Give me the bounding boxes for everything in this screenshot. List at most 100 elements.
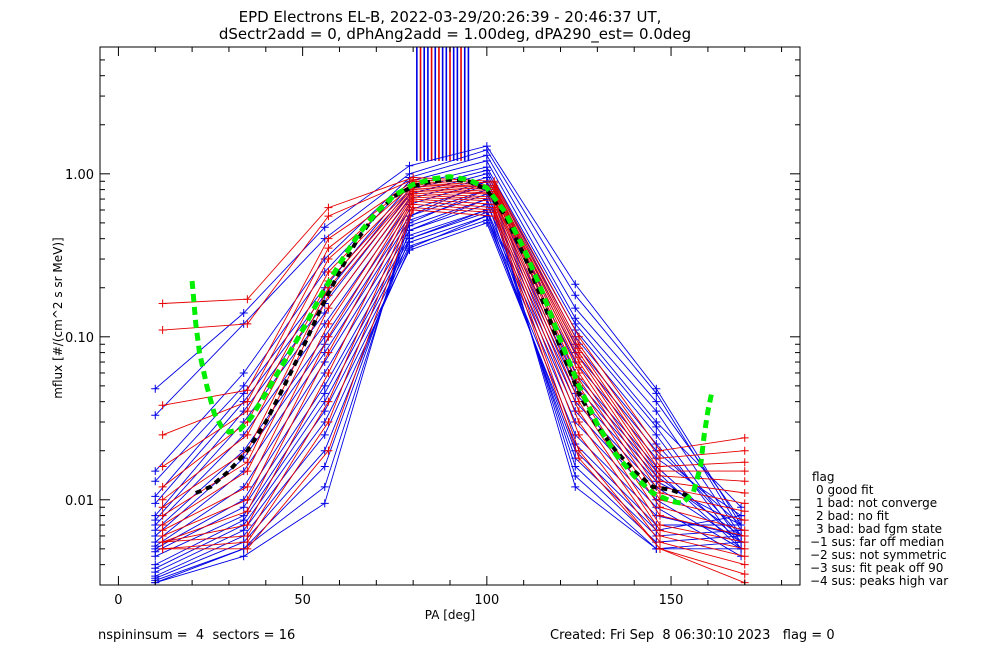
data-point-marker <box>243 507 252 516</box>
data-point-marker <box>574 407 583 416</box>
data-point-marker <box>652 407 661 416</box>
data-point-marker <box>243 430 252 439</box>
data-point-marker <box>243 295 252 304</box>
profile-line <box>162 180 745 467</box>
data-point-marker <box>151 477 160 486</box>
data-point-marker <box>324 348 333 357</box>
data-point-marker <box>324 368 333 377</box>
data-point-marker <box>158 430 167 439</box>
profile-line <box>162 203 745 566</box>
profile-line <box>162 209 745 584</box>
data-point-marker <box>652 389 661 398</box>
data-point-marker <box>574 418 583 427</box>
profile-line <box>155 215 742 566</box>
data-point-marker <box>490 212 499 221</box>
data-point-marker <box>571 280 580 289</box>
y-tick-label: 0.01 <box>65 494 94 509</box>
data-point-marker <box>656 446 664 455</box>
profile-line <box>162 187 745 504</box>
plot-axes: 0 50 100 150 0.01 0.10 1.00 <box>65 46 801 608</box>
data-point-marker <box>320 381 329 390</box>
data-point-marker <box>324 255 333 264</box>
data-point-marker <box>656 511 664 520</box>
data-point-marker <box>740 499 749 508</box>
profile-line <box>155 145 742 526</box>
data-point-marker <box>740 516 749 525</box>
data-point-marker <box>324 234 333 243</box>
data-point-marker <box>571 304 580 313</box>
data-point-marker <box>320 430 329 439</box>
data-point-marker <box>243 458 252 467</box>
data-point-marker <box>158 299 167 308</box>
data-point-marker <box>151 492 160 501</box>
data-point-marker <box>239 308 248 317</box>
data-point-marker <box>656 503 664 512</box>
data-point-marker <box>243 538 252 547</box>
legend-item: 3 bad: bad fgm state <box>816 522 942 536</box>
data-point-marker <box>571 482 580 491</box>
profile-line <box>154 149 742 531</box>
data-point-marker <box>324 418 333 427</box>
data-point-marker <box>740 489 749 498</box>
data-point-marker <box>656 454 664 463</box>
y-tick-label: 0.10 <box>65 331 94 346</box>
profile-line <box>154 160 742 537</box>
legend-item: 0 good fit <box>816 483 874 497</box>
peak-markers <box>416 47 470 161</box>
data-point-marker <box>574 430 583 439</box>
data-point-marker <box>740 560 749 569</box>
profile-line <box>162 200 745 557</box>
data-point-marker <box>243 407 252 416</box>
data-point-marker <box>324 397 333 406</box>
data-point-marker <box>158 538 167 547</box>
data-point-marker <box>158 401 167 410</box>
data-point-marker <box>239 368 248 377</box>
data-point-marker <box>740 552 749 561</box>
legend-item: −2 sus: not symmetric <box>810 548 947 562</box>
data-point-marker <box>158 462 167 471</box>
data-point-marker <box>243 495 252 504</box>
red-profiles <box>158 173 749 585</box>
profile-line <box>155 203 742 550</box>
data-point-marker <box>737 503 746 512</box>
x-tick-label: 100 <box>474 593 499 608</box>
profile-line <box>162 179 745 459</box>
median-fit-curve <box>195 177 691 499</box>
data-point-marker <box>324 212 333 221</box>
y-tick-label: 1.00 <box>65 168 94 183</box>
data-point-marker <box>243 482 252 491</box>
flag-legend: flag 0 good fit 1 bad: not converge 2 ba… <box>810 470 948 588</box>
data-point-marker <box>324 203 333 212</box>
x-axis-label: PA [deg] <box>425 608 475 622</box>
legend-item: −3 sus: fit peak off 90 <box>810 561 943 575</box>
x-tick-label: 150 <box>659 593 684 608</box>
legend-item: −1 sus: far off median <box>810 535 944 549</box>
profile-line <box>162 196 745 543</box>
data-point-marker <box>740 458 749 467</box>
data-point-marker <box>243 544 252 553</box>
data-point-marker <box>239 503 248 512</box>
data-point-marker <box>571 291 580 300</box>
data-point-marker <box>574 332 583 341</box>
data-point-marker <box>740 477 749 486</box>
data-point-marker <box>151 467 160 476</box>
profile-line <box>154 154 742 521</box>
data-point-marker <box>158 503 167 512</box>
data-point-marker <box>740 570 749 579</box>
data-point-marker <box>324 244 333 253</box>
data-point-marker <box>740 446 749 455</box>
profile-line <box>162 207 745 575</box>
data-point-marker <box>158 511 167 520</box>
data-point-marker <box>652 422 661 431</box>
data-point-marker <box>740 467 749 476</box>
footer-right: Created: Fri Sep 8 06:30:10 2023 flag = … <box>550 628 835 643</box>
data-point-marker <box>158 326 167 335</box>
profile-line <box>162 194 745 537</box>
data-point-marker <box>158 482 167 491</box>
data-point-marker <box>656 544 664 553</box>
data-point-marker <box>405 244 414 253</box>
data-point-marker <box>151 552 160 561</box>
green-fit-curve <box>189 174 715 507</box>
data-point-marker <box>320 462 329 471</box>
data-point-marker <box>158 495 167 504</box>
